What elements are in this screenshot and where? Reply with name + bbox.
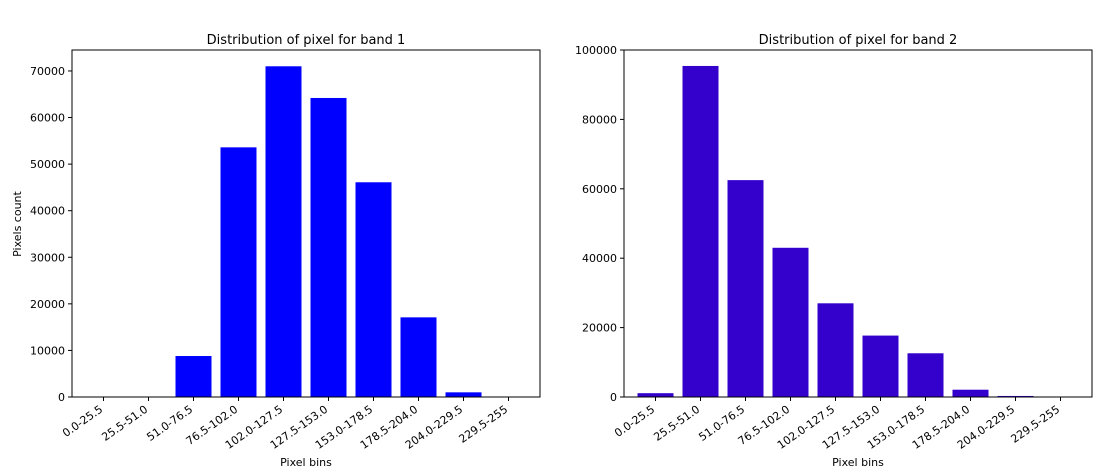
x-tick-label: 25.5-51.0 xyxy=(99,403,150,444)
x-tick-label: 0.0-25.5 xyxy=(60,403,105,440)
plot-frame xyxy=(623,49,1093,398)
bar-102.0-127.5 xyxy=(817,303,854,397)
y-tick-label: 10000 xyxy=(30,344,65,357)
y-tick-label: 100000 xyxy=(575,44,617,57)
x-tick-label: 229.5-255 xyxy=(457,403,511,446)
bar-127.5-153.0 xyxy=(310,97,347,397)
bar-102.0-127.5 xyxy=(265,66,302,398)
y-tick-label: 0 xyxy=(58,391,65,404)
chart-title: Distribution of pixel for band 1 xyxy=(207,33,406,48)
bar-153.0-178.5 xyxy=(907,353,944,397)
bar-0.0-25.5 xyxy=(637,393,674,397)
y-tick-label: 40000 xyxy=(582,252,617,265)
y-tick-label: 60000 xyxy=(30,112,65,125)
y-tick-label: 30000 xyxy=(30,251,65,264)
y-axis-label: Pixels count xyxy=(11,190,24,256)
band-2-histogram-chart: Distribution of pixel for band 2 Pixel b… xyxy=(575,33,1093,469)
y-tick-label: 20000 xyxy=(30,298,65,311)
bar-178.5-204.0 xyxy=(952,389,989,397)
y-tick-label: 70000 xyxy=(30,65,65,78)
x-axis-label: Pixel bins xyxy=(832,456,884,469)
y-tick-label: 40000 xyxy=(30,205,65,218)
x-tick-label: 229.5-255 xyxy=(1009,403,1063,446)
y-tick-label: 50000 xyxy=(30,158,65,171)
x-axis-label: Pixel bins xyxy=(280,456,332,469)
x-tick-label: 25.5-51.0 xyxy=(651,403,702,444)
bar-127.5-153.0 xyxy=(862,335,899,397)
bar-76.5-102.0 xyxy=(220,147,257,397)
bar-178.5-204.0 xyxy=(400,317,437,397)
y-tick-label: 20000 xyxy=(582,322,617,335)
x-tick-label: 0.0-25.5 xyxy=(612,403,657,440)
bar-25.5-51.0 xyxy=(682,65,719,398)
y-tick-label: 60000 xyxy=(582,183,617,196)
band-1-histogram-chart: Distribution of pixel for band 1 Pixels … xyxy=(11,33,541,469)
chart-title: Distribution of pixel for band 2 xyxy=(759,33,958,48)
bar-153.0-178.5 xyxy=(355,182,392,397)
y-tick-label: 0 xyxy=(610,391,617,404)
plot-frame xyxy=(71,49,541,398)
bar-51.0-76.5 xyxy=(175,356,212,397)
y-tick-label: 80000 xyxy=(582,113,617,126)
bar-51.0-76.5 xyxy=(727,180,764,398)
bar-204.0-229.5 xyxy=(445,392,482,397)
bar-204.0-229.5 xyxy=(997,395,1034,397)
bar-76.5-102.0 xyxy=(772,247,809,397)
